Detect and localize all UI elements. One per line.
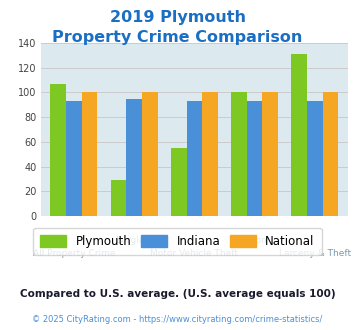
Bar [323,92,338,216]
Bar [171,148,186,216]
Bar [111,180,126,216]
Text: Larceny & Theft: Larceny & Theft [279,249,351,258]
Bar [291,54,307,216]
Bar [66,101,82,216]
Text: Compared to U.S. average. (U.S. average equals 100): Compared to U.S. average. (U.S. average … [20,289,335,299]
Bar [202,92,218,216]
Text: Burglary: Burglary [115,236,153,245]
Bar [142,92,158,216]
Legend: Plymouth, Indiana, National: Plymouth, Indiana, National [33,228,322,255]
Text: © 2025 CityRating.com - https://www.cityrating.com/crime-statistics/: © 2025 CityRating.com - https://www.city… [32,315,323,324]
Bar [231,92,247,216]
Bar [247,101,262,216]
Text: Property Crime Comparison: Property Crime Comparison [52,30,303,45]
Bar [262,92,278,216]
Text: 2019 Plymouth: 2019 Plymouth [109,10,246,25]
Bar [186,101,202,216]
Text: All Property Crime: All Property Crime [33,249,115,258]
Text: Motor Vehicle Theft: Motor Vehicle Theft [151,249,238,258]
Bar [50,84,66,216]
Text: Arson: Arson [242,236,267,245]
Bar [307,101,323,216]
Bar [126,99,142,216]
Bar [82,92,97,216]
